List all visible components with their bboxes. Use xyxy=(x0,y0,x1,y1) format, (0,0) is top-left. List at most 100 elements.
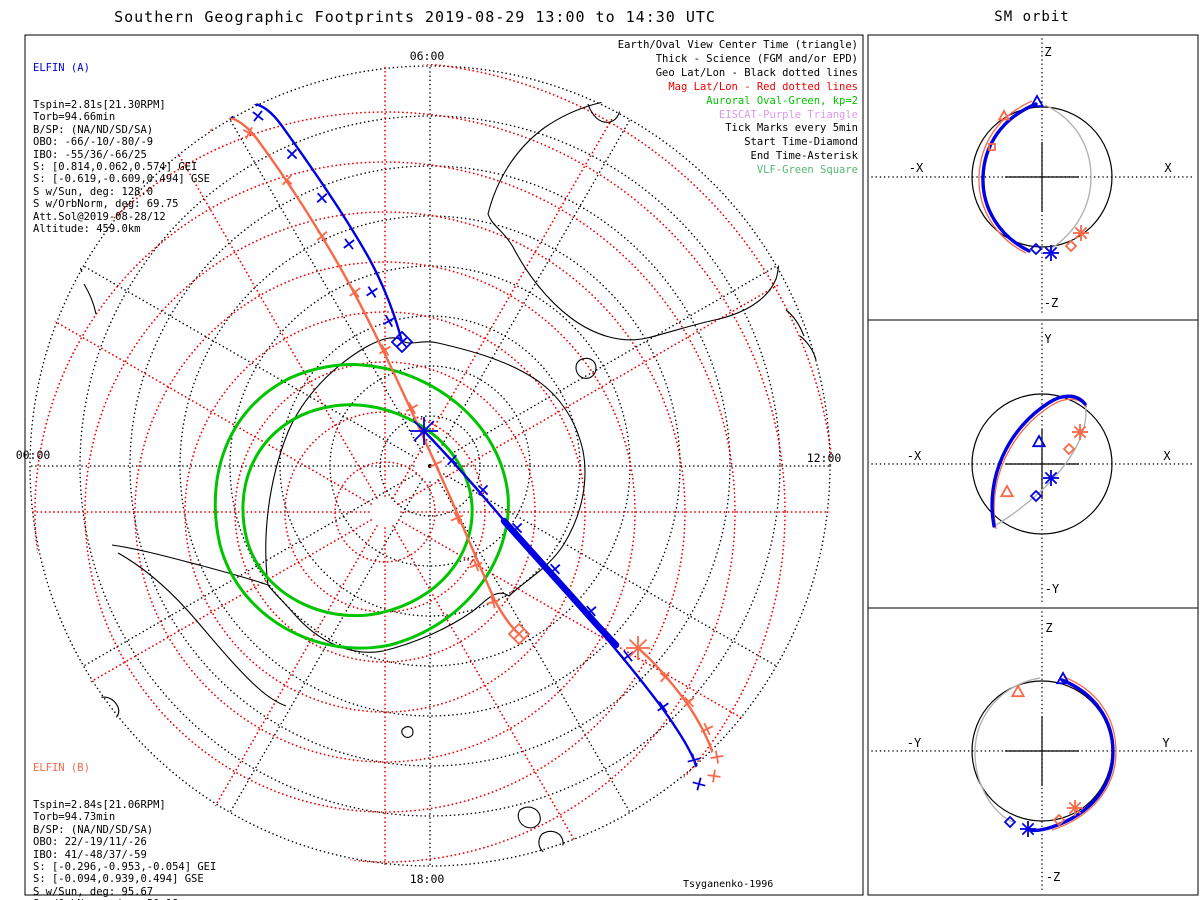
elfin-b-info-line: IBO: 41/-48/37/-59 xyxy=(33,848,147,861)
elfin-a-header: ELFIN (A) xyxy=(33,61,90,74)
panel3-axis-left: -Y xyxy=(906,736,922,750)
time-tick xyxy=(446,454,458,466)
triangle-marker xyxy=(997,109,1011,121)
elfin-a-info-line: Att.Sol@2019-08-28/12 xyxy=(33,210,166,223)
orbit-far-side xyxy=(993,403,1087,527)
legend-item: Earth/Oval View Center Time (triangle) xyxy=(617,39,858,51)
time-ticks xyxy=(242,110,724,791)
legend-item: Start Time-Diamond xyxy=(744,136,858,149)
elfin-a-info-line: IBO: -55/36/-66/25 xyxy=(33,148,147,161)
geo-grid xyxy=(28,64,832,868)
diamond-marker xyxy=(1052,813,1066,827)
time-tick xyxy=(486,595,500,609)
elfin-b-info-line: S: [-0.094,0.939,0.494] GSE xyxy=(33,873,204,886)
coastline xyxy=(63,243,83,273)
legend-item: Mag Lat/Lon - Red dotted lines xyxy=(668,80,858,93)
coastline xyxy=(538,830,564,855)
panel1-axis-top: Z xyxy=(1044,45,1052,59)
sm-orbit-panel-1 xyxy=(867,34,1199,321)
triangle-marker xyxy=(999,484,1015,498)
asterisk-marker xyxy=(1073,225,1089,241)
asterisk-marker xyxy=(1043,470,1059,486)
coastline xyxy=(587,99,622,123)
page-title: Southern Geographic Footprints 2019-08-2… xyxy=(114,8,716,26)
elfin-a-science-thick xyxy=(500,517,620,649)
elfin-b-footprint-seg1 xyxy=(209,115,521,636)
map-frame xyxy=(24,34,864,896)
sm-orbit-panel-3 xyxy=(867,607,1199,896)
panel3-axis-top: Z xyxy=(1045,621,1053,635)
elfin-a-info-block: ELFIN (A) Tspin=2.81s[21.30RPM] Torb=94.6… xyxy=(33,37,210,248)
time-tick xyxy=(549,563,561,575)
panel2-axis-left: -X xyxy=(906,449,922,463)
panel1-axis-bottom: -Z xyxy=(1043,296,1059,310)
elfin-b-end-asterisk xyxy=(626,636,650,660)
elfin-b-start-diamond xyxy=(507,622,531,646)
elfin-a-info-line: Altitude: 459.0km xyxy=(33,223,141,236)
orbit-elfin-b xyxy=(993,398,1088,530)
panel1-axis-left: -X xyxy=(908,161,924,175)
coastline xyxy=(401,726,414,738)
panel-box xyxy=(867,607,1199,896)
time-tick xyxy=(242,126,256,140)
coastline xyxy=(117,552,287,707)
triangle-marker xyxy=(1010,684,1026,698)
earth-circle xyxy=(971,393,1113,535)
elfin-a-start-diamond xyxy=(390,330,414,354)
hour-label-18: 18:00 xyxy=(409,872,445,886)
elfin-a-info-line: S: [0.814,0.062,0.574] GEI xyxy=(33,161,198,174)
time-tick xyxy=(511,522,523,534)
elfin-b-info-line: S w/OrbNorm, deg: 50.18 xyxy=(33,898,216,900)
time-tick xyxy=(683,696,695,708)
hour-label-00: 00:00 xyxy=(15,448,51,462)
coastline xyxy=(94,696,120,722)
time-tick xyxy=(710,750,724,764)
panel1-axis-right: X xyxy=(1164,161,1172,175)
panel3-axis-right: Y xyxy=(1162,736,1170,750)
time-tick xyxy=(316,192,328,204)
credits-block: Tsyganenko-1996 Created: Wed Jan 25 10:5… xyxy=(683,845,882,900)
time-tick xyxy=(396,336,408,348)
time-tick xyxy=(513,628,525,640)
elfin-b-info-lines: Tspin=2.84s[21.06RPM] Torb=94.73min B/SP: … xyxy=(33,799,216,900)
elfin-a-info-lines: Tspin=2.81s[21.30RPM] Torb=94.66min B/SP: … xyxy=(33,99,210,235)
field-model-label: Tsyganenko-1996 xyxy=(683,879,774,890)
elfin-b-info-block: ELFIN (B) Tspin=2.84s[21.06RPM] Torb=94.7… xyxy=(33,737,216,900)
time-tick xyxy=(707,769,721,783)
time-tick xyxy=(469,558,483,572)
panel2-axis-top: Y xyxy=(1044,332,1052,346)
asterisk-marker xyxy=(1072,424,1088,440)
asterisk-marker xyxy=(1020,821,1036,837)
time-tick xyxy=(286,148,298,160)
time-tick xyxy=(700,722,714,736)
square-marker xyxy=(988,143,996,151)
elfin-b-footprint-seg2 xyxy=(636,646,718,794)
time-tick xyxy=(281,174,293,186)
elfin-b-info-line: S: [-0.296,-0.953,-0.054] GEI xyxy=(33,861,217,874)
coastline xyxy=(265,337,586,653)
legend-item: EISCAT-Purple Triangle xyxy=(718,108,858,121)
elfin-a-end-asterisk xyxy=(410,417,438,445)
triangle-marker xyxy=(1055,671,1071,685)
orbit-elfin-b xyxy=(1051,676,1117,831)
asterisk-marker xyxy=(1067,800,1083,816)
coastline xyxy=(799,335,817,361)
auroral-ovals xyxy=(213,363,510,650)
time-tick xyxy=(343,238,355,250)
coastline xyxy=(575,357,597,379)
time-tick xyxy=(379,344,391,356)
time-tick xyxy=(659,671,671,683)
diamond-marker xyxy=(1064,239,1078,253)
legend-item: End Time-Asterisk xyxy=(750,150,858,163)
orbit-elfin-a xyxy=(981,102,1038,253)
legend-item: Geo Lat/Lon - Black dotted lines xyxy=(655,66,858,79)
time-tick xyxy=(692,777,706,791)
elfin-a-footprint-seg2 xyxy=(422,429,701,795)
footprint-tracks xyxy=(209,101,718,795)
sm-orbit-panel-2 xyxy=(867,319,1199,609)
time-tick xyxy=(316,230,328,242)
time-tick xyxy=(450,511,464,525)
coastline xyxy=(111,544,269,586)
coastline xyxy=(517,806,541,829)
panel2-axis-right: X xyxy=(1163,449,1171,463)
